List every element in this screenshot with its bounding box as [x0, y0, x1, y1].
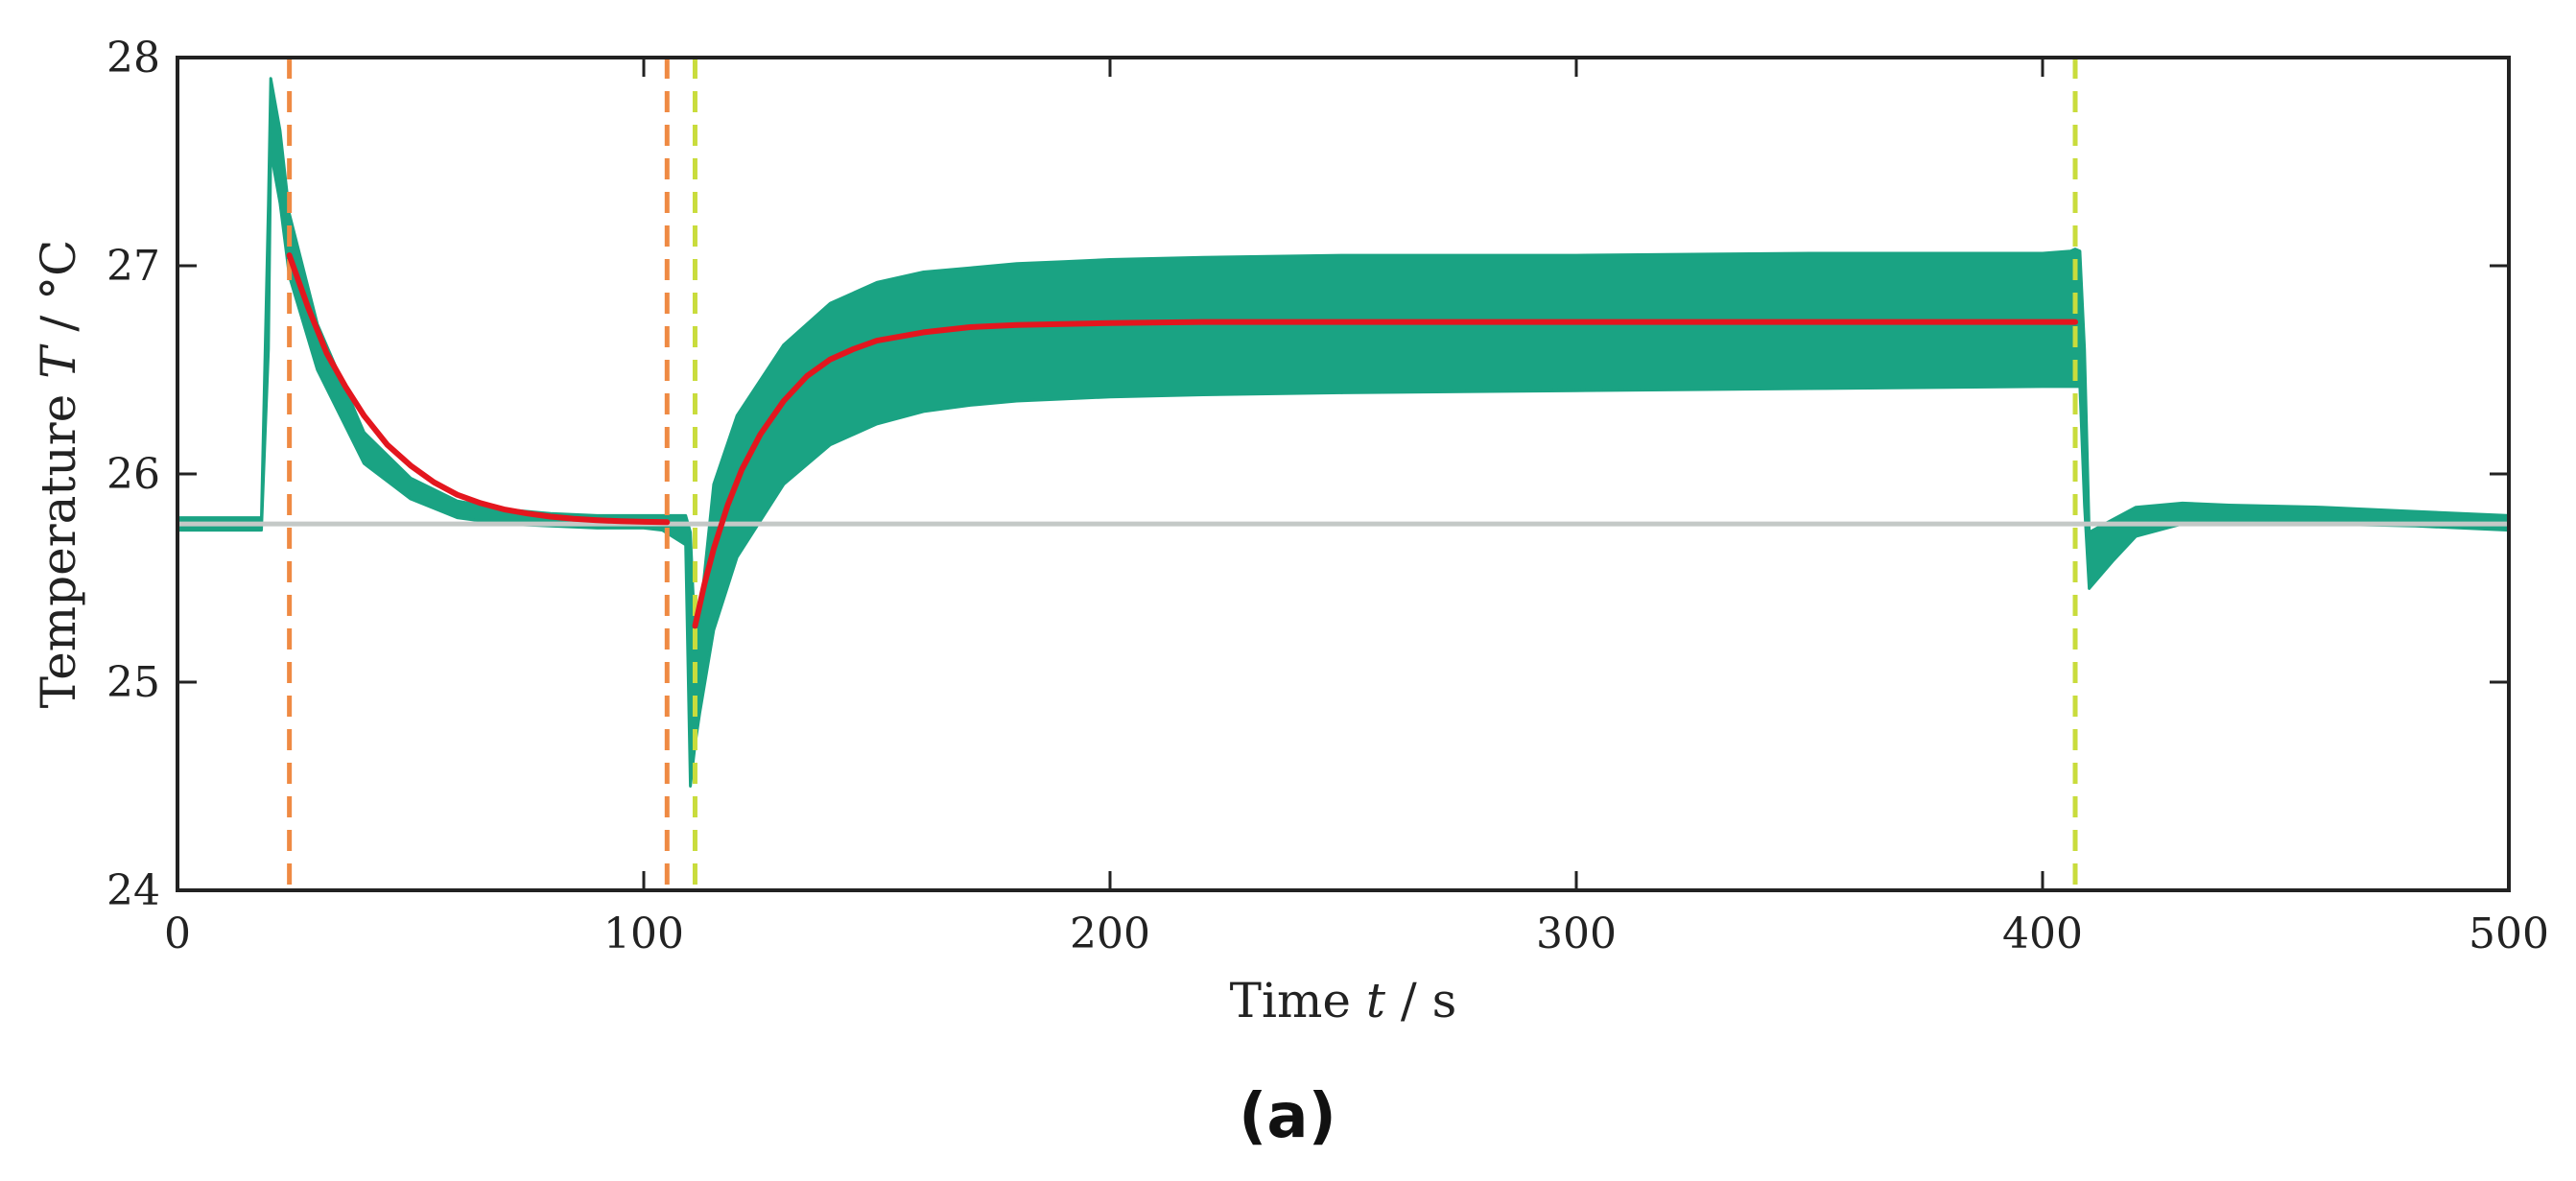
x-tick-label: 200 [1070, 909, 1150, 958]
x-tick-label: 0 [164, 909, 191, 958]
y-tick-label: 26 [106, 450, 160, 499]
y-tick-labels: 24 25 26 27 28 [106, 34, 160, 915]
axes-frame [176, 56, 2511, 892]
plot-area [177, 58, 2509, 890]
y-axis-title: Temperature T / °C [31, 240, 86, 709]
x-tick-labels: 0 100 200 300 400 500 [164, 909, 2549, 958]
y-tick-label: 27 [106, 242, 160, 291]
y-tick-label: 28 [106, 34, 160, 83]
x-tick-label: 400 [2002, 909, 2083, 958]
measured-temperature-band [177, 77, 2509, 788]
heating-fit-curve [286, 252, 671, 526]
cooling-fit-curve [692, 319, 2078, 629]
x-tick-label: 300 [1536, 909, 1617, 958]
x-tick-label: 100 [603, 909, 684, 958]
y-tick-label: 24 [106, 866, 160, 915]
panel-label: (a) [1239, 1081, 1336, 1152]
vertical-marker-lines [287, 58, 2078, 890]
y-tick-label: 25 [106, 658, 160, 707]
x-axis-title: Time t / s [1230, 973, 1457, 1028]
x-tick-label: 500 [2469, 909, 2549, 958]
